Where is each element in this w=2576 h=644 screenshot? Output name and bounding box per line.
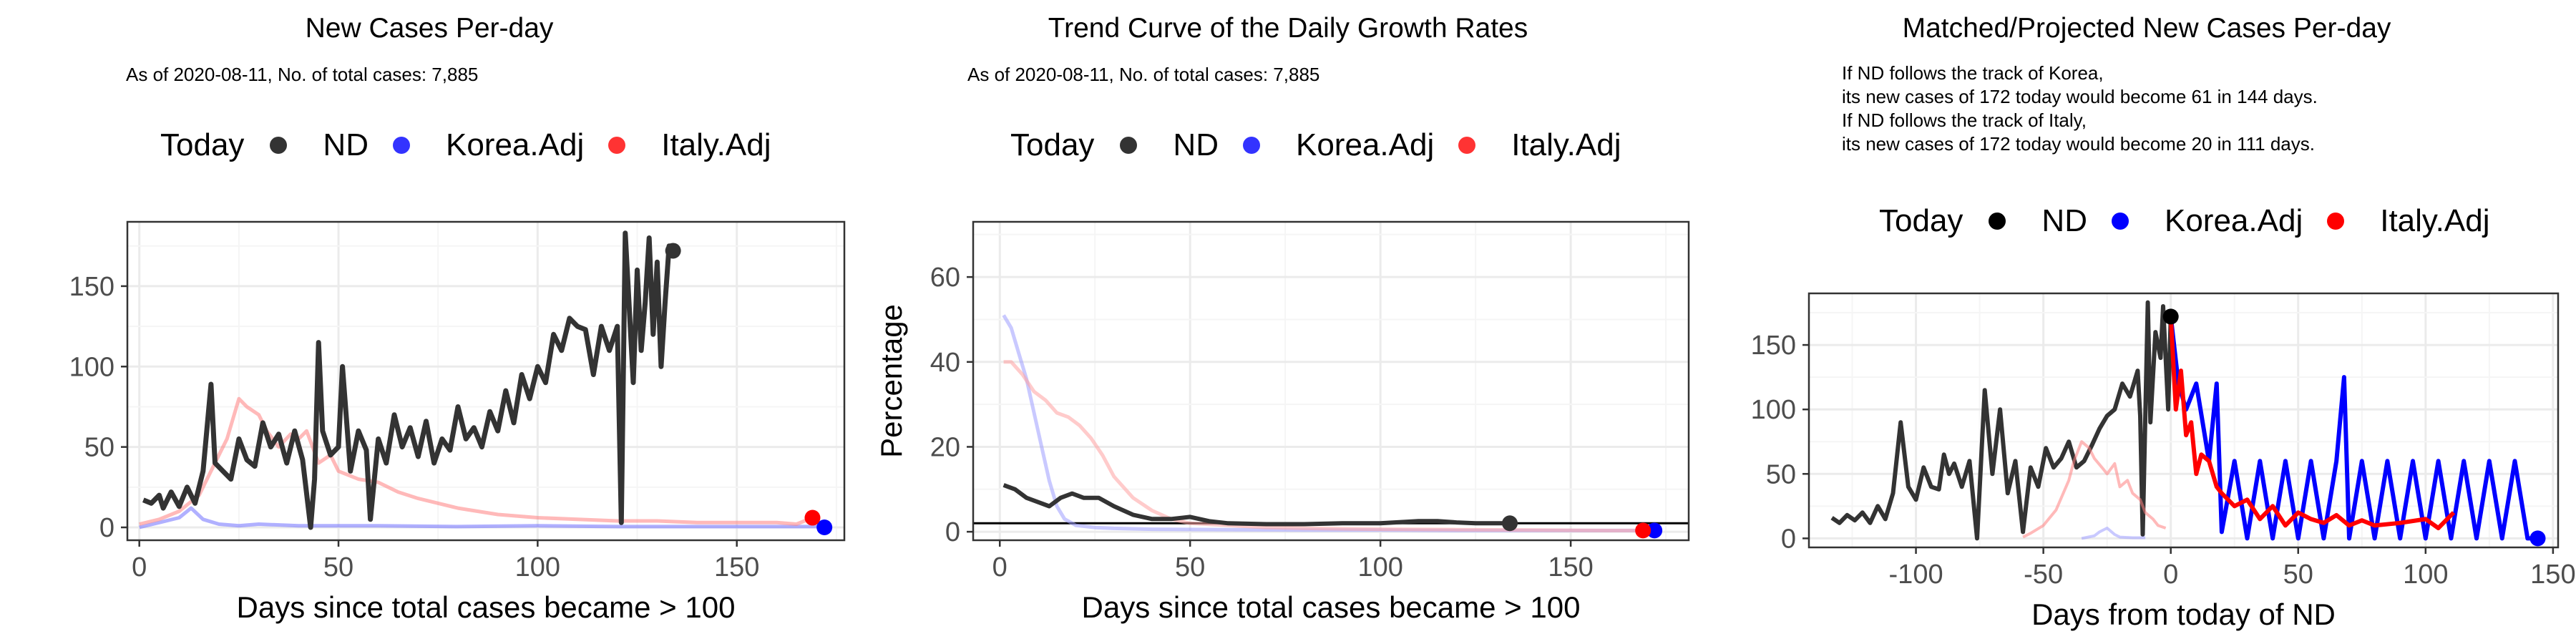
y-tick-label: 100 [69,352,114,382]
legend: Today ND Korea.Adj Italy.Adj [1879,203,2514,239]
legend-item-korea: Korea.Adj [1242,127,1435,163]
series-line-korea-adj [139,506,825,530]
legend-key [1120,137,1138,154]
today-point-italy-adj [804,509,821,526]
series-line-italy-adj [1003,360,1644,532]
legend-label: Italy.Adj [2380,203,2490,238]
series-line-italy-adj-matched-faded [2022,440,2167,539]
series-line-italy-adj-projected [2168,316,2456,530]
gridlines [973,222,1689,540]
legend: Today ND Korea.Adj Italy.Adj [160,127,795,163]
legend-item-nd: ND [1989,203,2087,239]
legend-label: ND [323,127,369,162]
y-tick-label: 20 [930,432,960,462]
x-tick-label: 100 [1357,552,1402,582]
legend-label: Italy.Adj [1511,127,1621,162]
x-tick-label: 150 [2530,560,2575,590]
gridlines [127,222,844,540]
today-point-nd [2162,308,2179,325]
series-line-korea-adj-matched-faded [2081,527,2146,540]
legend-key [392,137,410,154]
legend-item-korea: Korea.Adj [392,127,585,163]
today-point-korea-adj [1646,522,1663,539]
y-tick-label: 50 [1766,459,1796,489]
legend-item-korea: Korea.Adj [2111,203,2303,239]
x-tick-label: 150 [1548,552,1593,582]
y-tick-label: 0 [1781,524,1796,554]
legend-key [608,137,626,154]
plot-area: -100 -50 0 50 100 150 0 50 100 150 Days from today… [1751,292,2576,631]
plot-area: 0 50 100 150 0 20 40 60 Days since total cases b… [874,220,1690,624]
x-axis-title: Days from today of ND [2031,597,2336,631]
panel-growth-rates: Trend Curve of the Daily Growth Rates As… [859,0,1717,644]
x-tick-label: -100 [1889,560,1943,590]
chart-subtitle: As of 2020-08-11, No. of total cases: 7,… [967,64,1320,85]
chart-subtitle: If ND follows the track of Korea, its ne… [1842,62,2318,155]
legend-item-italy: Italy.Adj [608,127,771,163]
legend-item-italy: Italy.Adj [2327,203,2489,239]
chart-title: Trend Curve of the Daily Growth Rates [1048,13,1528,44]
legend-label: Korea.Adj [445,127,585,162]
y-tick-label: 150 [69,272,114,302]
x-tick-label: 100 [515,552,560,582]
x-tick-label: 50 [323,552,353,582]
panel-projected: Matched/Projected New Cases Per-day If N… [1717,0,2576,644]
legend-label: ND [2041,203,2087,238]
today-point-korea-adj [2529,530,2546,547]
legend-key [1458,137,1476,154]
y-tick-label: 0 [945,517,960,547]
x-axis-title: Days since total cases became > 100 [1082,590,1581,624]
legend-key [1989,213,2006,230]
plot-frame [972,220,1690,542]
legend-title: Today [160,127,245,162]
chart-title: New Cases Per-day [305,13,554,44]
today-point-korea-adj [816,519,833,536]
legend-key [270,137,288,154]
series-line-korea-adj-projected [2168,316,2538,541]
today-point-nd [1502,515,1518,532]
plot-frame [1807,292,2560,549]
legend-key [1242,137,1260,154]
legend-label: Korea.Adj [2164,203,2303,238]
x-tick-label: -50 [2024,560,2063,590]
today-point-italy-adj [1635,522,1652,539]
legend-label: Korea.Adj [1295,127,1435,162]
legend-title: Today [1010,127,1095,162]
y-tick-label: 50 [84,433,114,463]
y-tick-label: 0 [99,513,114,543]
plot-area: 0 50 100 150 0 50 100 150 Days since total cases… [69,220,846,624]
y-axis-title: Percentage [874,304,908,458]
plot-frame [126,220,846,542]
panel-new-cases: New Cases Per-day As of 2020-08-11, No. … [0,0,859,644]
chart-subtitle: As of 2020-08-11, No. of total cases: 7,… [126,64,479,85]
y-tick-label: 150 [1751,331,1796,361]
series-line-nd [1002,483,1510,527]
legend-item-nd: ND [1120,127,1219,163]
x-tick-label: 50 [1175,552,1205,582]
chart-title: Matched/Projected New Cases Per-day [1902,13,2391,44]
x-tick-label: 50 [2283,560,2313,590]
legend-item-nd: ND [270,127,369,163]
y-tick-label: 40 [930,348,960,378]
series-line-nd-observed [1830,300,2173,541]
legend-label: ND [1173,127,1219,162]
x-tick-label: 150 [714,552,759,582]
x-tick-label: 0 [2163,560,2178,590]
x-axis-title: Days since total cases became > 100 [237,590,736,624]
legend-key [2327,213,2345,230]
x-tick-label: 0 [132,552,147,582]
legend-key [2111,213,2129,230]
y-tick-label: 60 [930,263,960,293]
y-tick-label: 100 [1751,395,1796,425]
legend-label: Italy.Adj [661,127,771,162]
series-line-nd [142,230,675,530]
legend: Today ND Korea.Adj Italy.Adj [1010,127,1645,163]
x-tick-label: 100 [2403,560,2448,590]
x-tick-label: 0 [992,552,1008,582]
today-point-nd [665,243,681,259]
legend-item-italy: Italy.Adj [1458,127,1621,163]
series-line-italy-adj [139,396,814,526]
legend-title: Today [1879,203,1963,238]
